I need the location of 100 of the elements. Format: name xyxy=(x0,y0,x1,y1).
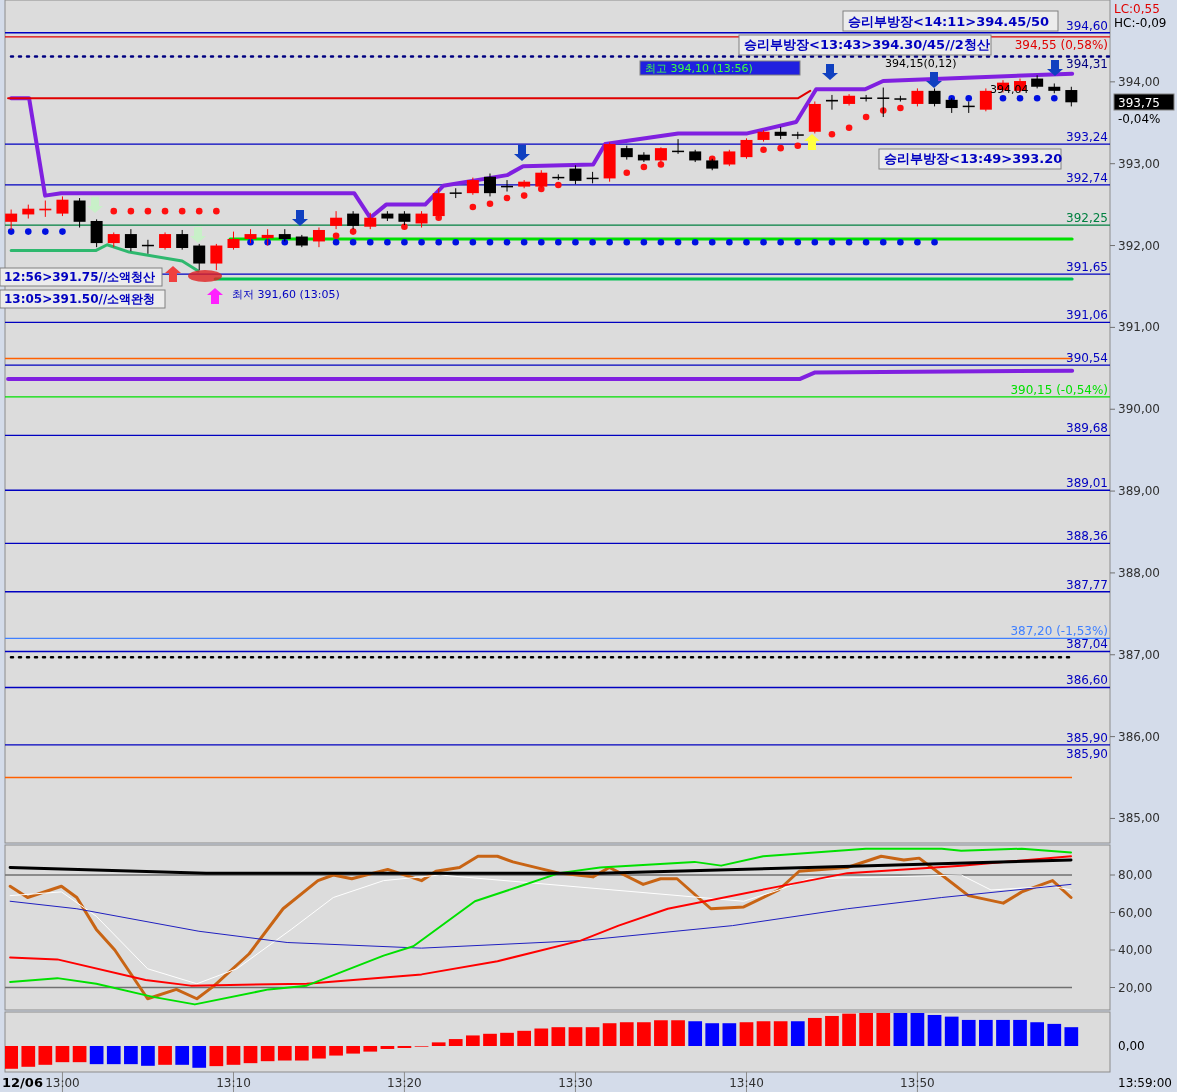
bar xyxy=(722,1023,737,1046)
annotation: 최고 394,10 (13:56) xyxy=(645,62,753,75)
bar xyxy=(739,1022,754,1046)
ref-line-label: 391,65 xyxy=(1066,260,1108,275)
bar xyxy=(209,1046,224,1067)
point xyxy=(537,238,545,246)
point xyxy=(862,238,870,246)
point xyxy=(178,207,186,215)
point xyxy=(401,238,408,246)
bar xyxy=(89,1046,104,1065)
point xyxy=(59,228,66,235)
point xyxy=(110,207,118,215)
point xyxy=(452,238,460,246)
point xyxy=(811,238,819,246)
point xyxy=(7,228,15,235)
point xyxy=(161,207,169,215)
point xyxy=(657,161,665,168)
point xyxy=(965,94,973,102)
point xyxy=(760,238,767,246)
point xyxy=(435,238,442,246)
bar xyxy=(842,1013,856,1046)
point xyxy=(897,104,904,112)
candlestick xyxy=(911,87,924,107)
point xyxy=(914,238,921,246)
candlestick xyxy=(483,173,496,197)
annotation: 394,15(0,12) xyxy=(885,57,957,70)
y-tick-label: 394,00 xyxy=(1118,74,1160,89)
point xyxy=(195,207,203,215)
bar xyxy=(363,1046,378,1052)
point xyxy=(1016,94,1024,102)
y-tick-label: 390,00 xyxy=(1118,402,1160,417)
point xyxy=(213,207,220,215)
bar xyxy=(141,1046,155,1066)
x-tick-label: 13:20 xyxy=(387,1076,422,1090)
candlestick xyxy=(90,218,103,248)
point xyxy=(1033,94,1041,102)
bar xyxy=(927,1014,942,1046)
point xyxy=(401,223,408,231)
point xyxy=(520,192,528,199)
point xyxy=(606,238,613,246)
x-tick-label: 13:10 xyxy=(216,1076,251,1090)
candlestick xyxy=(1065,86,1078,107)
bar xyxy=(961,1019,976,1046)
bar xyxy=(517,1030,532,1046)
ref-line-label: 387,77 xyxy=(1066,577,1108,592)
bar xyxy=(568,1027,583,1046)
bar xyxy=(21,1046,36,1067)
candlestick xyxy=(330,210,343,230)
bar xyxy=(859,1013,873,1046)
point xyxy=(503,194,511,202)
point xyxy=(503,238,511,246)
bar xyxy=(619,1022,634,1046)
ref-line-label: 390,15 (-0,54%) xyxy=(1010,382,1108,397)
bar xyxy=(466,1035,480,1046)
bar xyxy=(346,1046,360,1054)
text: 13:59:00 xyxy=(1118,1076,1172,1090)
y-tick-label: 393,00 xyxy=(1118,156,1160,171)
point xyxy=(931,238,938,246)
point xyxy=(777,144,784,152)
text: -0,04% xyxy=(1118,112,1161,126)
candlestick xyxy=(73,197,86,229)
y-tick-label: 40,00 xyxy=(1118,943,1153,957)
bar xyxy=(996,1019,1010,1046)
annotation: 12:56>391.75//소액청산 xyxy=(4,270,156,284)
point xyxy=(999,94,1007,102)
ref-line-label: 392,25 xyxy=(1066,211,1108,226)
bar xyxy=(979,1019,993,1046)
annotation: 최저 391,60 (13:05) xyxy=(232,288,340,301)
ref-line-label: 387,20 (-1,53%) xyxy=(1010,624,1108,639)
annotation: 승리부방장<13:43>394.30/45//2청산 xyxy=(744,37,990,52)
bar xyxy=(380,1046,395,1049)
bar xyxy=(72,1046,87,1063)
candlestick xyxy=(176,229,189,251)
point xyxy=(349,238,357,246)
ref-line-label: 388,36 xyxy=(1066,529,1108,544)
candlestick xyxy=(312,227,325,248)
point xyxy=(332,238,340,246)
point xyxy=(349,228,357,235)
point xyxy=(42,228,49,235)
point xyxy=(469,203,477,211)
candlestick xyxy=(193,243,206,271)
bar xyxy=(602,1023,617,1046)
y-tick-label: 392,00 xyxy=(1118,238,1160,253)
bar xyxy=(38,1046,53,1065)
bar xyxy=(705,1023,720,1046)
annotation: 13:05>391.50//소액완청 xyxy=(4,292,156,306)
ref-line-label: 389,68 xyxy=(1066,421,1108,436)
point xyxy=(127,207,135,215)
bar xyxy=(534,1028,549,1046)
point xyxy=(845,124,853,131)
point xyxy=(674,238,682,246)
x-tick-label: 13:50 xyxy=(900,1076,935,1090)
line-series xyxy=(9,883,1072,949)
bar xyxy=(654,1020,668,1046)
annotation: 385,90 xyxy=(1066,747,1108,761)
annotation: 승리부방장<13:49>393.20 xyxy=(884,151,1063,166)
y-tick-label: 386,00 xyxy=(1118,729,1160,744)
bar xyxy=(807,1017,822,1046)
point xyxy=(777,238,784,246)
bar xyxy=(944,1016,959,1046)
